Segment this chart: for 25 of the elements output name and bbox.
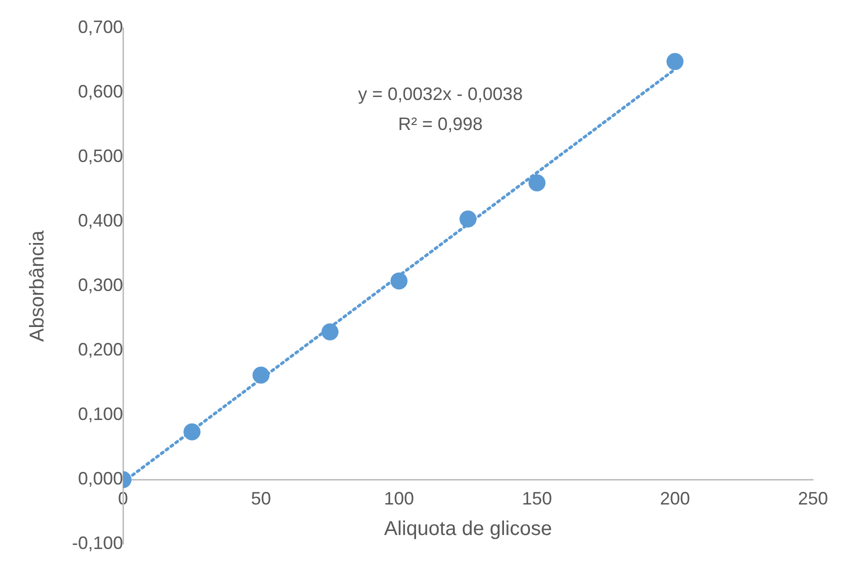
y-axis-title: Absorbância bbox=[26, 230, 49, 342]
y-tick-label: 0,300 bbox=[78, 275, 123, 296]
y-tick-label: -0,100 bbox=[72, 533, 123, 554]
x-tick-label: 250 bbox=[798, 488, 828, 508]
y-tick-label: 0,600 bbox=[78, 81, 123, 102]
x-axis-title: Aliquota de glicose bbox=[384, 518, 552, 540]
point bbox=[184, 423, 200, 440]
annotation: y = 0,0032x - 0,0038 bbox=[358, 84, 523, 104]
point bbox=[460, 210, 476, 228]
y-tick-label: 0,000 bbox=[78, 468, 123, 489]
point bbox=[528, 174, 546, 192]
x-tick-label: 200 bbox=[660, 488, 690, 508]
y-tick-label: 0,200 bbox=[78, 340, 123, 360]
x-tick-label: 100 bbox=[384, 488, 414, 508]
point bbox=[666, 53, 684, 70]
y-tick-label: 0,400 bbox=[78, 210, 123, 231]
annotation: R² = 0,998 bbox=[398, 114, 483, 134]
point bbox=[252, 366, 270, 384]
x-tick-label: 50 bbox=[250, 488, 272, 508]
point bbox=[322, 323, 338, 340]
y-tick-label: 0,700 bbox=[78, 16, 123, 37]
y-tick-label: 0,500 bbox=[78, 146, 123, 166]
x-tick-label: 150 bbox=[522, 488, 552, 508]
point bbox=[390, 272, 408, 290]
y-tick-label: 0,100 bbox=[78, 404, 123, 424]
